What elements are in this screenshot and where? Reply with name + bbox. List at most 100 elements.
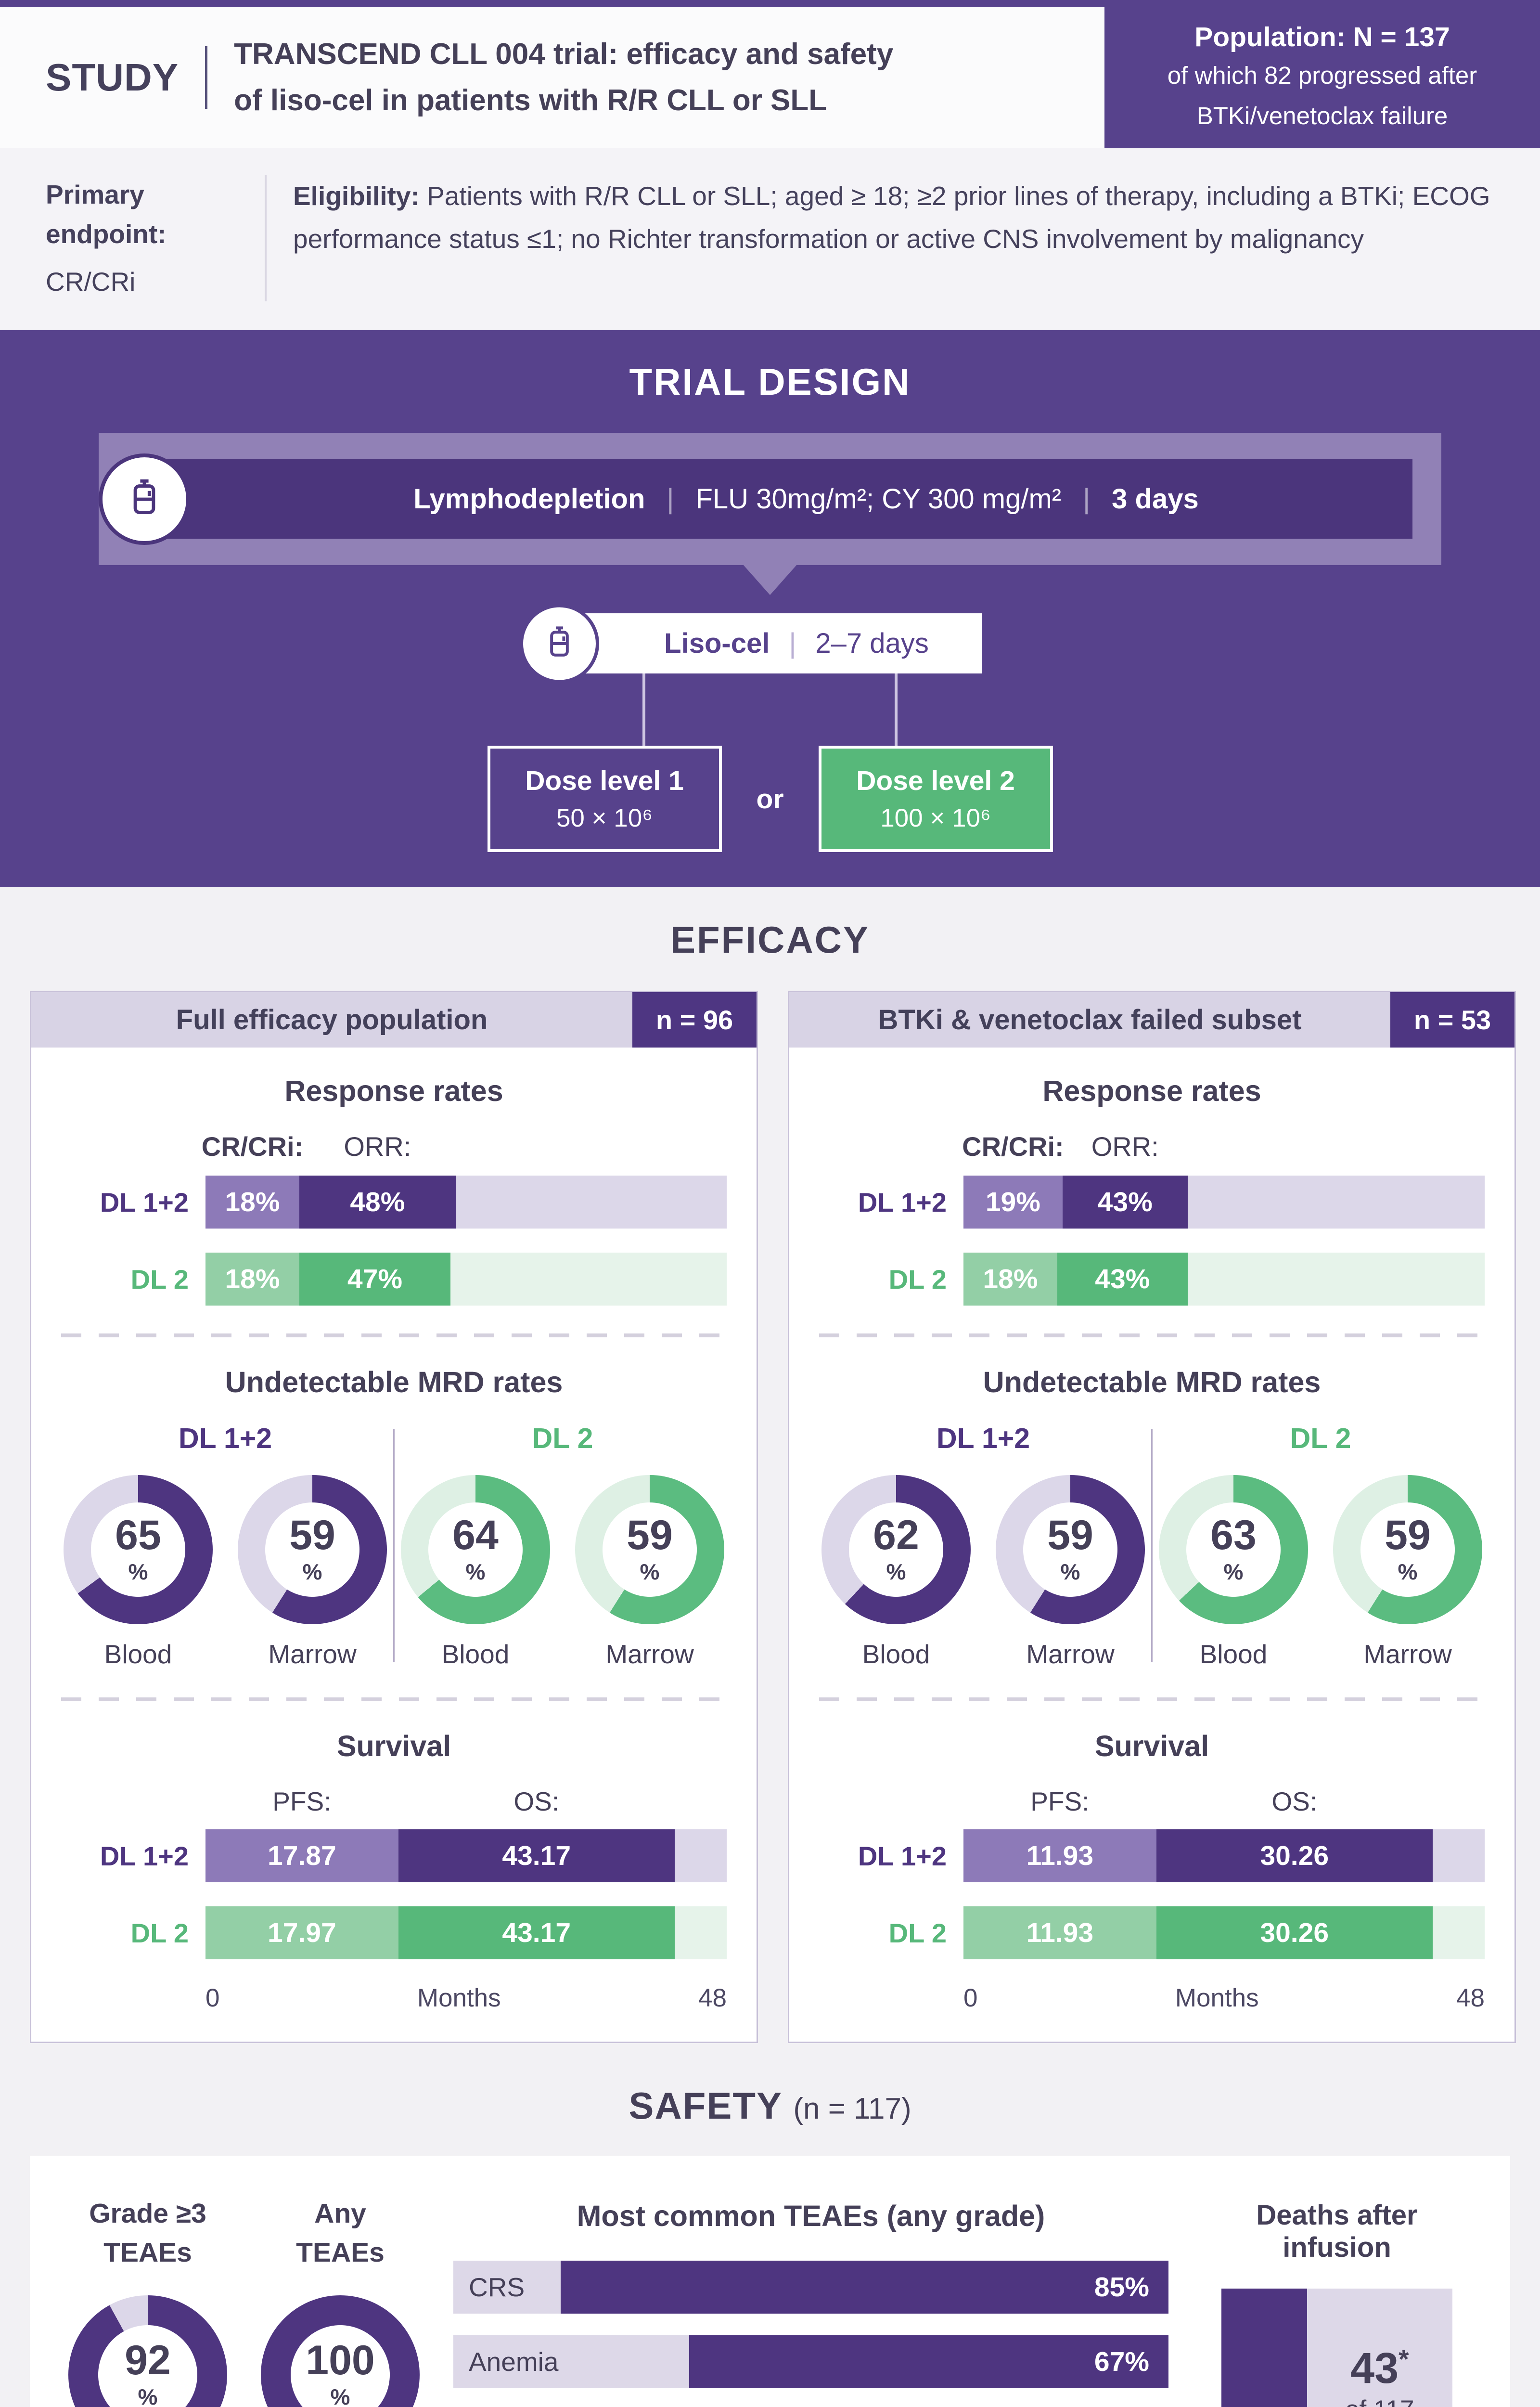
panel-btki-venetoclax-subset: BTKi & venetoclax failed subset n = 53 R… <box>788 991 1516 2044</box>
response-bar: 18% 47% <box>205 1253 727 1306</box>
iv-bag-icon <box>99 453 190 545</box>
mrd-vertical-divider <box>1151 1429 1153 1663</box>
panel-full-efficacy: Full efficacy population n = 96 Response… <box>30 991 758 2044</box>
header: STUDY TRANSCEND CLL 004 trial: efficacy … <box>0 7 1540 148</box>
mrd-donut-blood: 63% Blood <box>1156 1475 1310 1669</box>
donut-chart: 59% <box>575 1475 724 1625</box>
orr-segment: 43% <box>1062 1176 1188 1229</box>
response-bar: 18% 48% <box>205 1176 727 1229</box>
response-rates-heading: Response rates <box>1042 1074 1261 1108</box>
panel-header: BTKi & venetoclax failed subset n = 53 <box>789 992 1514 1048</box>
survival-bar: 17.87 43.17 <box>205 1829 727 1883</box>
dose-level-1-title: Dose level 1 <box>525 765 684 797</box>
mrd-donut-marrow: 59% Marrow <box>993 1475 1147 1669</box>
donut-chart: 59% <box>996 1475 1145 1625</box>
header-left: STUDY TRANSCEND CLL 004 trial: efficacy … <box>0 7 1104 148</box>
lymphodepletion-regimen: FLU 30mg/m²; CY 300 mg/m² <box>695 483 1062 515</box>
mrd-group-title: DL 2 <box>532 1423 593 1455</box>
eligibility-label: Eligibility: <box>293 181 420 211</box>
population-line-1: Population: N = 137 <box>1194 22 1450 52</box>
page-title: TRANSCEND CLL 004 trial: efficacy and sa… <box>234 31 893 124</box>
os-segment: 30.26 <box>1156 1906 1433 1960</box>
population-box: Population: N = 137 of which 82 progress… <box>1104 7 1540 148</box>
pointer-down-triangle <box>744 565 796 595</box>
cr-header: CR/CRi: <box>962 1131 1064 1162</box>
dashed-divider <box>819 1333 1485 1338</box>
donut-chart: 59% <box>238 1475 387 1625</box>
safety-section: SAFETY (n = 117) Grade ≥3 TEAEs 92% Any TE… <box>0 2084 1540 2407</box>
trial-design-heading: TRIAL DESIGN <box>629 361 911 403</box>
separator: | <box>789 628 796 660</box>
dose-level-2-value: 100 × 10⁶ <box>880 804 991 833</box>
orr-segment: 48% <box>299 1176 456 1229</box>
response-row-dl12: DL 1+2 18% 48% <box>61 1176 727 1229</box>
iv-bag-icon <box>520 604 599 684</box>
mrd-donut-marrow: 59% Marrow <box>573 1475 727 1669</box>
mrd-group-dl12: DL 1+2 65% Blood 59 <box>61 1422 389 1669</box>
primary-endpoint: Primary endpoint: CR/CRi <box>46 175 238 302</box>
survival-row-dl2: DL 2 17.97 43.17 <box>61 1906 727 1960</box>
dose-level-2-title: Dose level 2 <box>856 765 1015 797</box>
survival-row-dl2: DL 2 11.93 30.26 <box>819 1906 1485 1960</box>
panel-body: Response rates CR/CRi: ORR: DL 1+2 18% 4… <box>31 1048 757 2042</box>
dose-level-2-box: Dose level 2 100 × 10⁶ <box>818 746 1053 853</box>
lisocel-duration: 2–7 days <box>815 628 929 660</box>
survival-bar-headers: PFS: OS: <box>963 1786 1485 1817</box>
donut-chart: 65% <box>64 1475 213 1625</box>
panel-n-badge: n = 53 <box>1390 992 1514 1048</box>
panel-title: BTKi & venetoclax failed subset <box>878 1004 1302 1036</box>
safety-heading: SAFETY (n = 117) <box>629 2084 911 2127</box>
dashed-divider <box>61 1697 727 1702</box>
os-header: OS: <box>1271 1786 1318 1817</box>
response-rates-heading: Response rates <box>284 1074 503 1108</box>
orr-header: ORR: <box>1091 1131 1159 1162</box>
pfs-segment: 17.87 <box>205 1829 398 1883</box>
dose-connectors <box>558 673 982 746</box>
survival-row-dl12: DL 1+2 11.93 30.26 <box>819 1829 1485 1883</box>
separator: | <box>1083 483 1091 515</box>
dose-level-1-box: Dose level 1 50 × 10⁶ <box>487 746 722 853</box>
dashed-divider <box>61 1333 727 1338</box>
survival-heading: Survival <box>336 1730 451 1763</box>
survival-bar: 11.93 30.26 <box>963 1906 1485 1960</box>
primary-endpoint-label: Primary endpoint: <box>46 179 167 249</box>
cr-segment: 18% <box>205 1253 299 1306</box>
mrd-groups: DL 1+2 65% Blood 59 <box>61 1422 727 1669</box>
response-bar: 18% 43% <box>963 1253 1485 1306</box>
eligibility-text: Eligibility: Patients with R/R CLL or SL… <box>293 175 1494 260</box>
row-label: DL 2 <box>130 1264 189 1294</box>
endpoint-divider <box>265 174 267 302</box>
months-axis: 0 Months 48 <box>963 1984 1485 2013</box>
response-bar-headers: CR/CRi: ORR: <box>201 1131 727 1162</box>
response-row-dl2: DL 2 18% 47% <box>61 1253 727 1306</box>
cr-header: CR/CRi: <box>201 1131 304 1162</box>
trial-design-section: TRIAL DESIGN Lymphodepletion | FLU 30mg/… <box>0 330 1540 887</box>
mrd-group-title: DL 1+2 <box>178 1423 272 1455</box>
panel-header: Full efficacy population n = 96 <box>31 992 757 1048</box>
mrd-group-dl12: DL 1+2 62% Blood 59 <box>819 1422 1147 1669</box>
response-row-dl12: DL 1+2 19% 43% <box>819 1176 1485 1229</box>
donut-chart: 63% <box>1159 1475 1308 1625</box>
pfs-segment: 11.93 <box>963 1829 1156 1883</box>
panel-body: Response rates CR/CRi: ORR: DL 1+2 19% 4… <box>789 1048 1514 2042</box>
teae-bar-crs: CRS 85% <box>453 2261 1168 2314</box>
os-segment: 43.17 <box>398 1906 675 1960</box>
endpoint-row: Primary endpoint: CR/CRi Eligibility: Pa… <box>0 148 1540 331</box>
survival-bar: 11.93 30.26 <box>963 1829 1485 1883</box>
os-segment: 43.17 <box>398 1829 675 1883</box>
response-bar-headers: CR/CRi: ORR: <box>962 1131 1485 1162</box>
deaths-after-infusion: Deaths after infusion 43* of 117 *n = 27… <box>1202 2194 1472 2407</box>
population-line-3: BTKi/venetoclax failure <box>1196 102 1448 129</box>
bar-fill: 85% <box>560 2261 1168 2314</box>
safety-panel: Grade ≥3 TEAEs 92% Any TEAEs 100% Most com… <box>30 2156 1510 2407</box>
lymphodepletion-bar: Lymphodepletion | FLU 30mg/m²; CY 300 mg… <box>99 453 1412 545</box>
row-label: DL 1+2 <box>100 1187 189 1217</box>
lymphodepletion-duration: 3 days <box>1112 483 1199 515</box>
mrd-group-dl2: DL 2 64% Blood 59% <box>398 1422 727 1669</box>
any-teae-donut: Any TEAEs 100% <box>261 2194 420 2407</box>
deaths-value-area: 43* of 117 <box>1307 2289 1452 2407</box>
lymphodepletion-label: Lymphodepletion <box>413 483 645 515</box>
lisocel-label: Liso-cel <box>664 628 770 660</box>
orr-header: ORR: <box>344 1131 411 1162</box>
